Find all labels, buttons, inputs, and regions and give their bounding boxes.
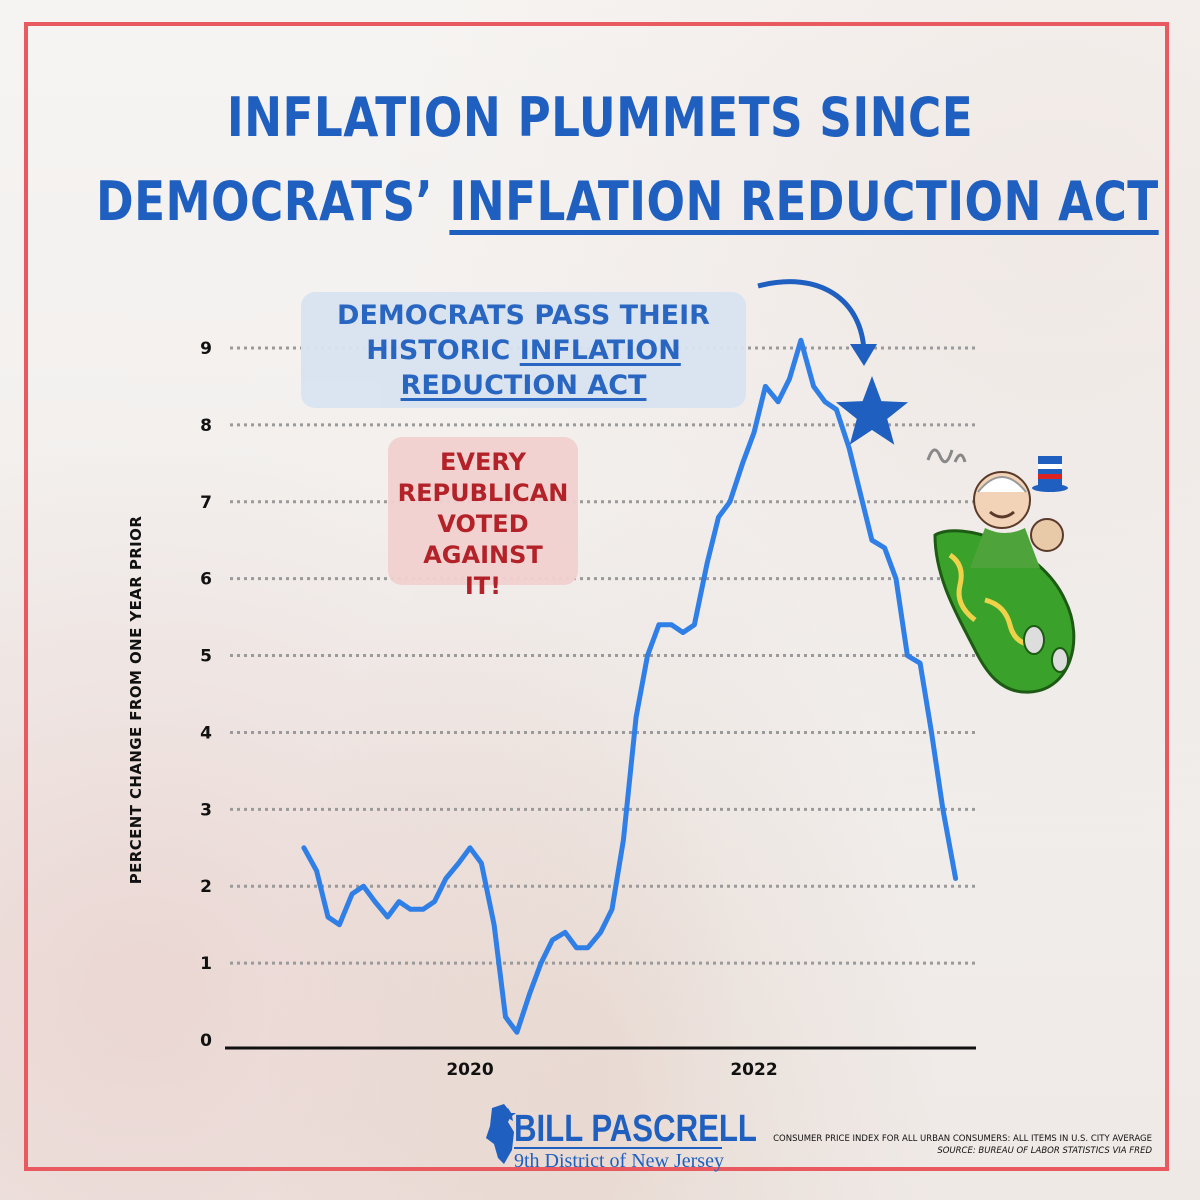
- star-icon: [835, 376, 909, 445]
- ira-callout-line-2-underlined: INFLATION: [519, 335, 681, 366]
- x-tick-labels: 2020 2022: [446, 1060, 777, 1080]
- ira-callout-line-2: HISTORIC INFLATION: [301, 333, 746, 368]
- y-tick-label: 4: [200, 723, 212, 743]
- y-tick-label: 3: [200, 800, 212, 820]
- title-text-1: INFLATION PLUMMETS SINCE: [226, 86, 974, 149]
- rep-callout-line-2: REPUBLICAN: [397, 479, 569, 507]
- ira-callout-line-2-prefix: HISTORIC: [366, 335, 520, 366]
- y-tick-label: 7: [200, 493, 212, 513]
- x-tick-label: 2020: [446, 1060, 493, 1080]
- source-note-1: CONSUMER PRICE INDEX FOR ALL URBAN CONSU…: [773, 1134, 1152, 1144]
- y-tick-label: 6: [200, 570, 212, 590]
- y-tick-label: 9: [200, 339, 212, 359]
- ira-callout-line-3: REDUCTION ACT: [400, 370, 647, 401]
- rep-callout-line-1: EVERY: [440, 448, 526, 476]
- title-line-2: DEMOCRATS’ INFLATION REDUCTION ACT: [96, 170, 1158, 233]
- y-tick-label: 0: [200, 1031, 212, 1051]
- ira-callout-line-1: DEMOCRATS PASS THEIR: [337, 300, 710, 331]
- rep-callout-line-3: VOTED AGAINST: [423, 510, 543, 569]
- roller-coaster-cartoon-icon: [926, 448, 1076, 694]
- brand-name: BILL PASCRELL: [514, 1108, 757, 1150]
- brand-divider: [514, 1147, 722, 1149]
- y-tick-labels: 0 1 2 3 4 5 6 7 8 9: [200, 339, 212, 1051]
- curved-arrow-icon: [757, 279, 867, 353]
- cpi-series-line: [301, 337, 959, 1035]
- arrow-head-icon: [850, 344, 877, 366]
- title-link-ira: INFLATION REDUCTION ACT: [449, 170, 1159, 233]
- republican-callout: EVERY REPUBLICAN VOTED AGAINST IT!: [388, 437, 578, 600]
- y-tick-label: 8: [200, 416, 212, 436]
- y-tick-label: 5: [200, 647, 212, 667]
- brand-district: 9th District of New Jersey: [514, 1150, 724, 1172]
- y-tick-label: 1: [200, 954, 212, 974]
- x-tick-label: 2022: [730, 1060, 777, 1080]
- title-line-1: INFLATION PLUMMETS SINCE: [96, 86, 1104, 149]
- red-frame: [24, 22, 1169, 1171]
- source-note-2: SOURCE: BUREAU OF LABOR STATISTICS VIA F…: [937, 1146, 1152, 1156]
- ira-callout: DEMOCRATS PASS THEIR HISTORIC INFLATION …: [301, 292, 746, 408]
- y-tick-label: 2: [200, 877, 212, 897]
- title-text-2-prefix: DEMOCRATS’: [96, 170, 450, 233]
- rep-callout-line-4: IT!: [464, 572, 502, 600]
